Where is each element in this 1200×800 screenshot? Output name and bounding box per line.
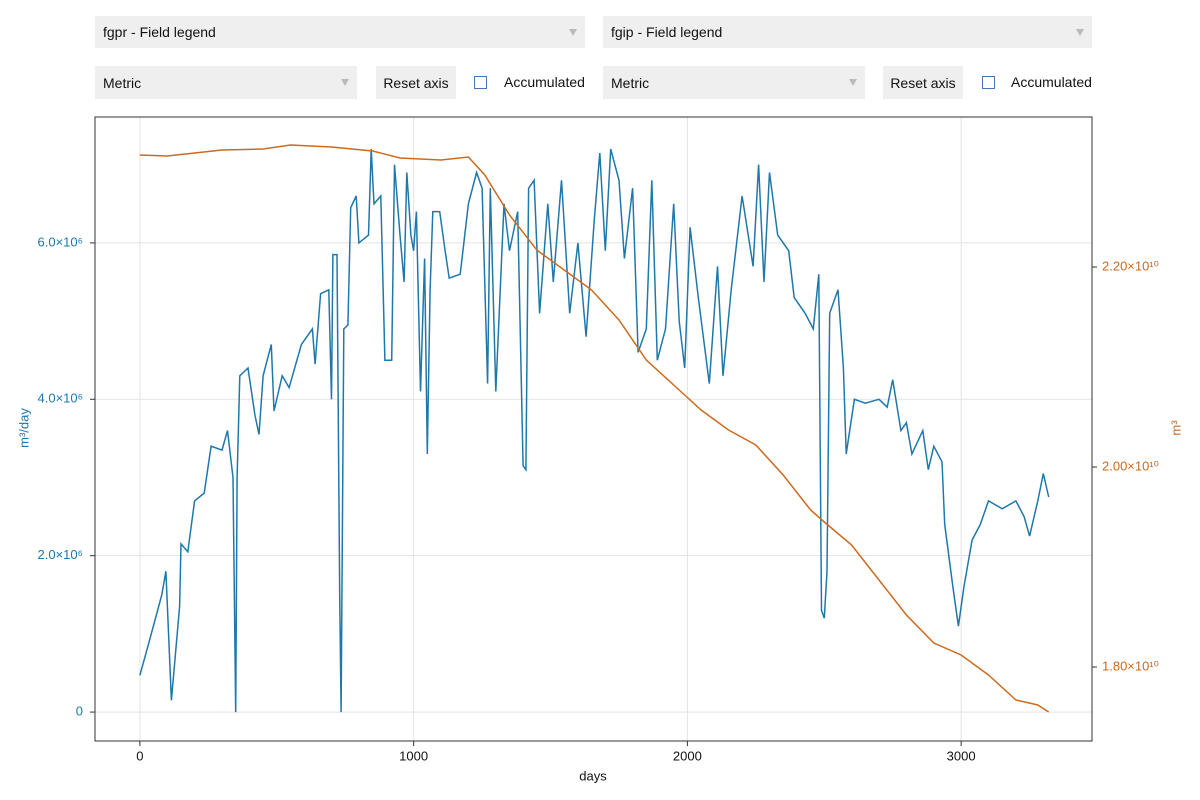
y-tick-label: 0 <box>76 704 83 719</box>
dropdown[interactable]: fgpr - Field legend <box>95 16 585 48</box>
dropdown[interactable]: fgip - Field legend <box>603 16 1092 48</box>
y2-tick-label: 2.00×10¹⁰ <box>1102 458 1159 473</box>
plot-frame <box>94 116 1093 742</box>
data-line <box>139 144 1050 713</box>
y-tick-label: 6.0×10⁶ <box>38 234 83 249</box>
y-tick-label: 2.0×10⁶ <box>38 547 83 562</box>
dropdown[interactable]: Metric <box>95 66 357 99</box>
y2-axis-label: m³ <box>1168 420 1183 436</box>
x-tick-label: 1000 <box>399 748 428 763</box>
y-tick-label: 4.0×10⁶ <box>38 391 83 406</box>
x-axis-label: days <box>579 768 607 783</box>
y2-tick-label: 1.80×10¹⁰ <box>1102 658 1159 673</box>
data-line <box>139 148 1050 713</box>
button[interactable]: Reset axis <box>376 66 456 99</box>
checkbox[interactable] <box>474 76 487 89</box>
y2-tick-label: 2.20×10¹⁰ <box>1102 258 1159 273</box>
x-tick-label: 0 <box>136 748 143 763</box>
checkbox[interactable] <box>982 76 995 89</box>
y-axis-label: m³/day <box>16 408 31 448</box>
checkbox-label[interactable]: Accumulated <box>1011 74 1092 90</box>
x-tick-label: 3000 <box>947 748 976 763</box>
checkbox-label[interactable]: Accumulated <box>504 74 585 90</box>
x-tick-label: 2000 <box>673 748 702 763</box>
dropdown[interactable]: Metric <box>603 66 865 99</box>
button[interactable]: Reset axis <box>883 66 963 99</box>
